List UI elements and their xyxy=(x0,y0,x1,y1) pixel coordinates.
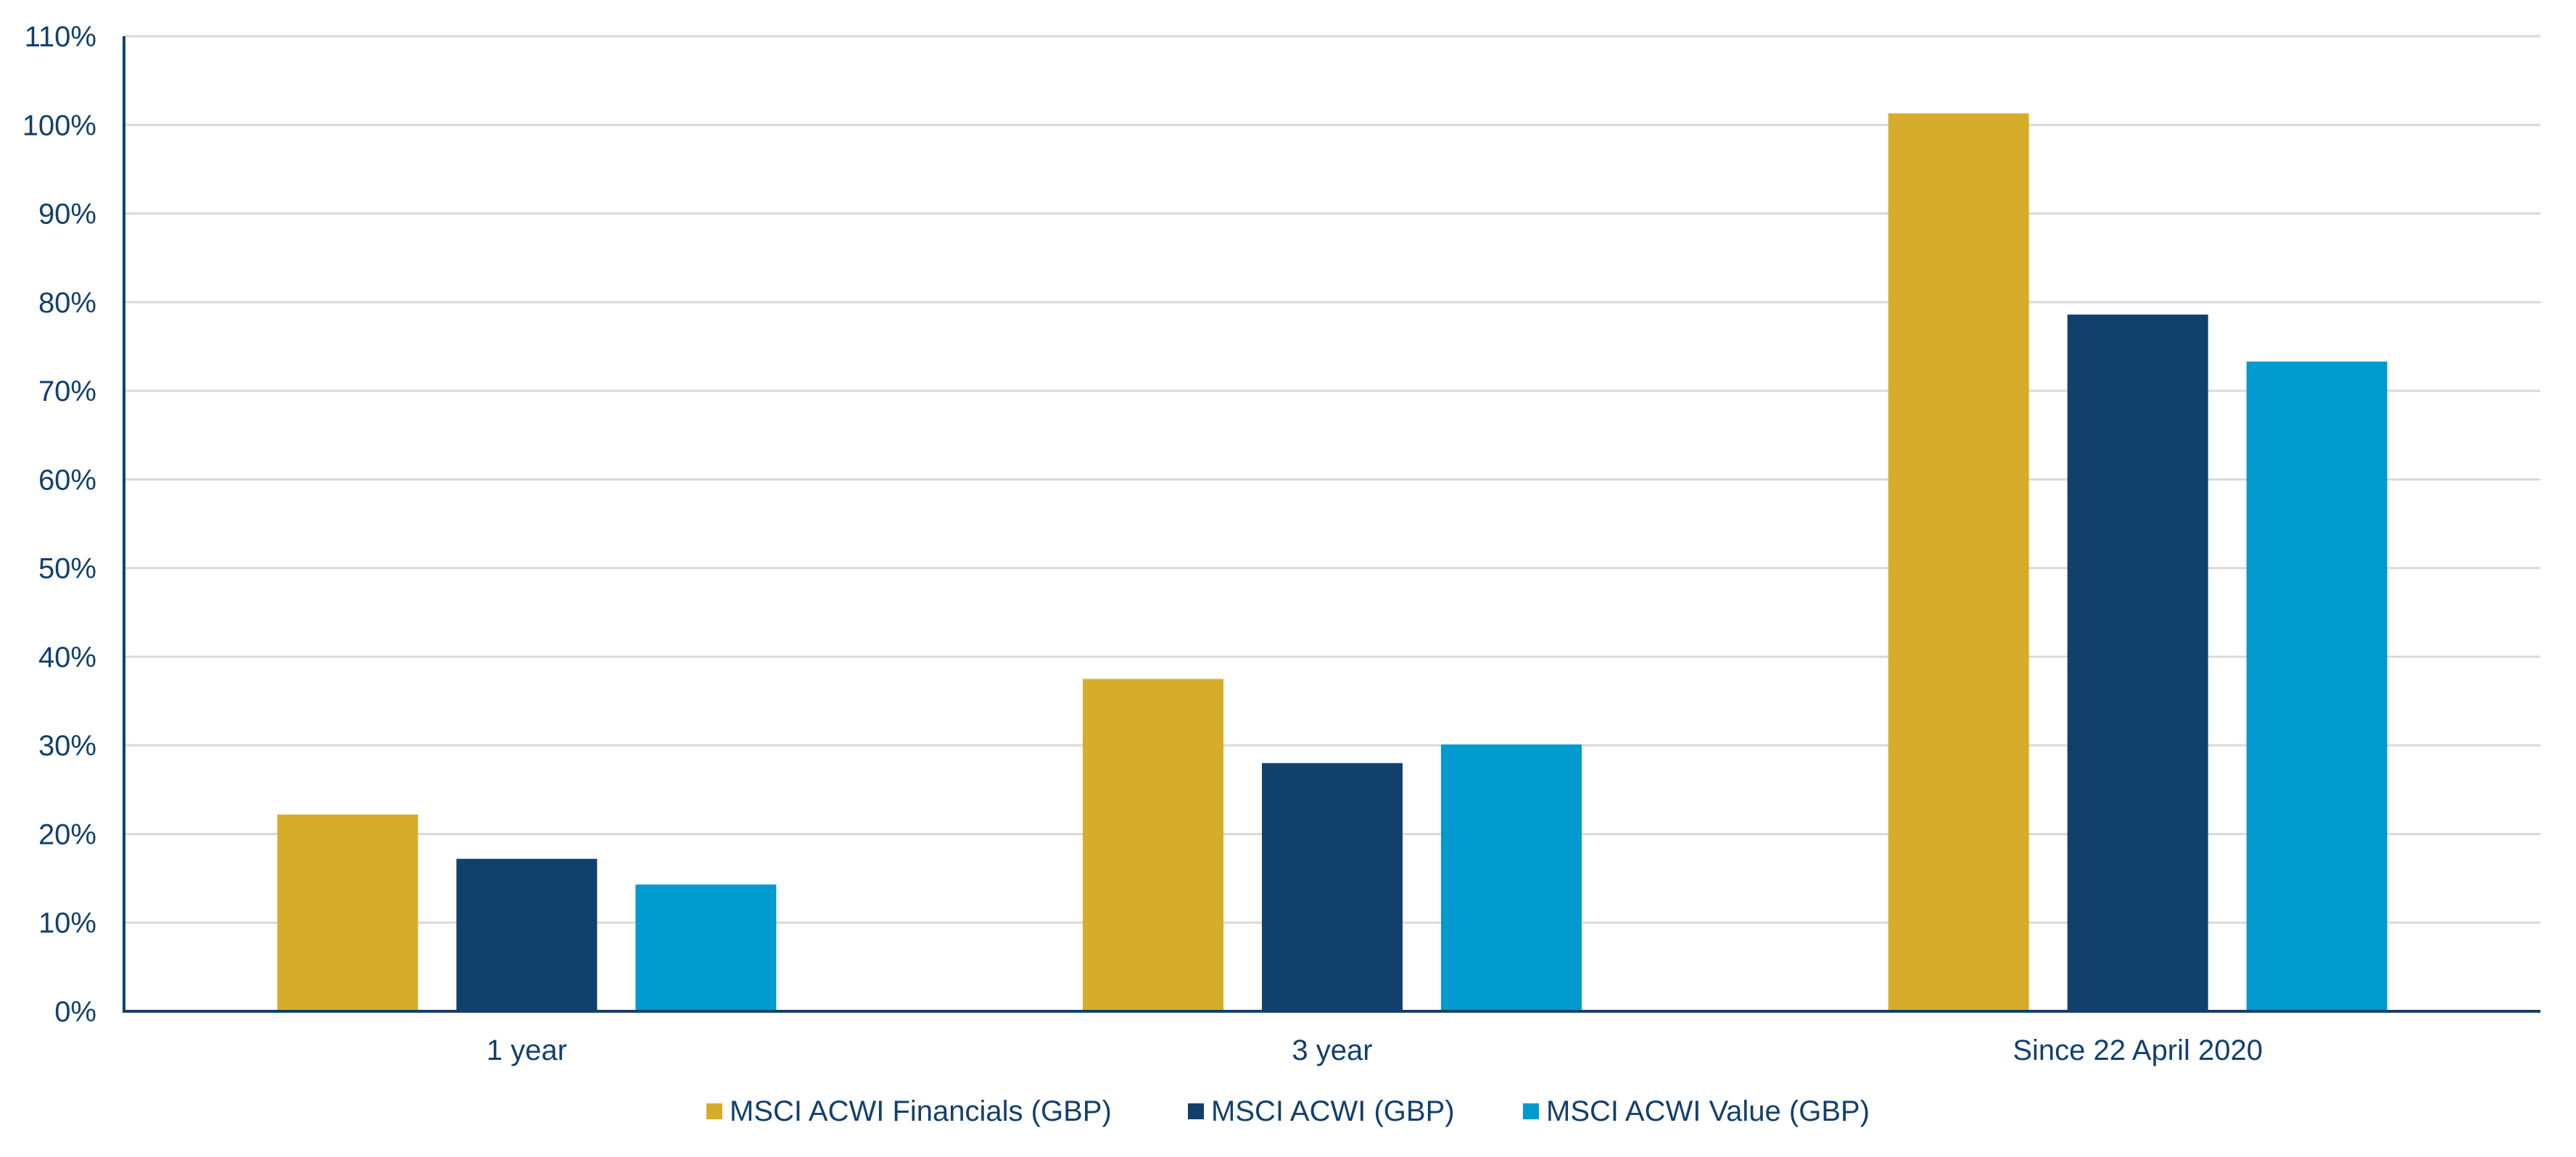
gridlines xyxy=(124,35,2540,924)
legend-swatch xyxy=(1523,1103,1539,1119)
bar xyxy=(2246,361,2387,1011)
y-tick-label: 50% xyxy=(38,553,96,585)
legend-label: MSCI ACWI (GBP) xyxy=(1211,1095,1455,1127)
y-tick-label: 10% xyxy=(38,908,96,940)
legend-swatch xyxy=(706,1103,722,1119)
x-axis-categories: 1 year 3 year Since 22 April 2020 xyxy=(487,1034,2263,1066)
bar xyxy=(1888,113,2029,1011)
y-tick-label: 20% xyxy=(38,818,96,850)
bar xyxy=(1262,763,1403,1011)
y-tick-label: 0% xyxy=(54,996,96,1028)
y-axis-ticks: 0% 10% 20% 30% 40% 50% 60% 70% 80% 90% 100% 110% xyxy=(22,21,96,1028)
x-category-label: Since 22 April 2020 xyxy=(2012,1034,2263,1066)
bar xyxy=(277,814,418,1011)
bar xyxy=(1441,744,1582,1011)
y-tick-label: 70% xyxy=(38,376,96,407)
x-category-label: 1 year xyxy=(487,1034,567,1066)
legend-item: MSCI ACWI Value (GBP) xyxy=(1523,1095,1870,1127)
y-tick-label: 60% xyxy=(38,464,96,496)
legend-item: MSCI ACWI Financials (GBP) xyxy=(706,1095,1112,1127)
bar xyxy=(1083,679,1223,1011)
y-tick-label: 80% xyxy=(38,287,96,319)
legend: MSCI ACWI Financials (GBP) MSCI ACWI (GBP… xyxy=(706,1095,1870,1127)
bar xyxy=(456,858,598,1011)
bars xyxy=(277,113,2387,1011)
y-tick-label: 110% xyxy=(25,21,96,53)
x-category-label: 3 year xyxy=(1292,1034,1372,1066)
legend-label: MSCI ACWI Value (GBP) xyxy=(1546,1095,1870,1127)
y-tick-label: 90% xyxy=(38,199,96,231)
legend-item: MSCI ACWI (GBP) xyxy=(1188,1095,1455,1127)
y-tick-label: 100% xyxy=(22,109,96,141)
y-tick-label: 40% xyxy=(38,642,96,673)
legend-label: MSCI ACWI Financials (GBP) xyxy=(730,1095,1112,1127)
legend-swatch xyxy=(1188,1103,1204,1119)
y-tick-label: 30% xyxy=(38,730,96,762)
bar xyxy=(635,884,777,1011)
bar xyxy=(2067,314,2208,1011)
